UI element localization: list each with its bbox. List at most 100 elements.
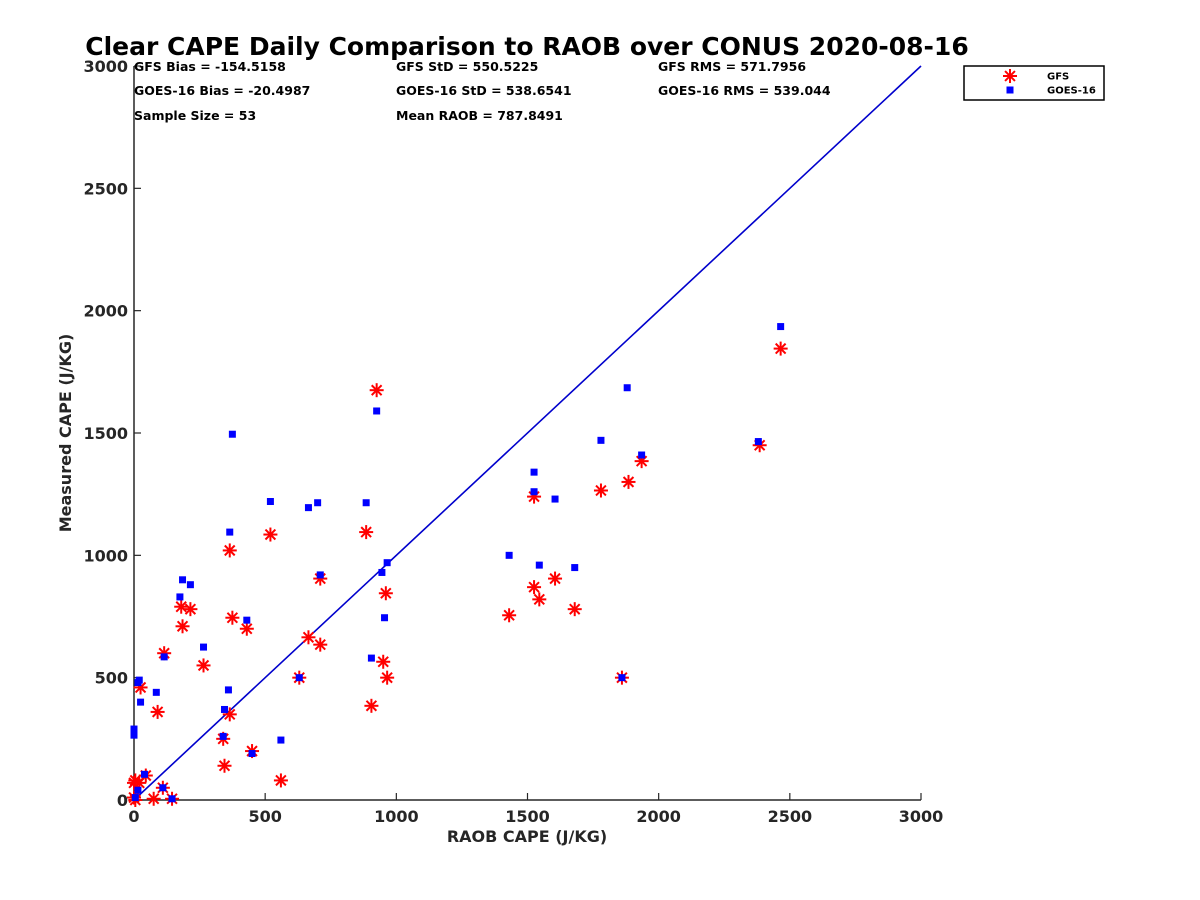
x-ticks: 0 500 1000 1500 2000 2500 3000 [128,793,943,826]
goes16-point [186,581,194,589]
stat-text: GFS Bias = -154.5158 [134,59,286,74]
stat-text: Mean RAOB = 787.8491 [396,108,563,123]
gfs-point [376,654,391,669]
gfs-point [222,543,237,558]
goes16-point [505,551,513,559]
stat-text: GOES-16 Bias = -20.4987 [134,83,310,98]
gfs-point [183,602,198,617]
goes16-point [316,571,324,579]
stat-text: GFS StD = 550.5225 [396,59,538,74]
goes16-point [535,561,543,569]
gfs-point [175,619,190,634]
gfs-point [502,608,517,623]
x-tick-label: 1500 [505,807,550,826]
goes16-point [623,384,631,392]
goes16-point [530,468,538,476]
goes16-point [176,593,184,601]
goes16-point [381,614,389,622]
y-tick-label: 500 [95,669,128,688]
goes16-point [597,436,605,444]
goes16-point [277,736,285,744]
gfs-point [217,758,232,773]
legend-gfs-marker [1003,69,1017,83]
goes16-point [131,794,139,802]
data-series [127,323,788,807]
goes16-point [638,451,646,459]
legend-label: GOES-16 [1047,86,1096,97]
y-tick-label: 1000 [83,546,128,565]
gfs-point [150,704,165,719]
gfs-point [527,580,542,595]
gfs-point [532,592,547,607]
x-tick-label: 3000 [899,807,944,826]
reference-line [133,65,922,801]
y-tick-label: 3000 [83,57,128,76]
goes16-point [221,705,229,713]
goes16-point [367,654,375,662]
statistics-panel: GFS Bias = -154.5158 GFS StD = 550.5225 GF… [134,59,831,123]
y-ticks: 0 500 1000 1500 2000 2500 3000 [83,57,141,810]
x-axis-label: RAOB CAPE (J/KG) [447,827,607,846]
gfs-point [225,610,240,625]
goes16-point [777,323,785,331]
gfs-point [593,483,608,498]
legend-label: GFS [1047,72,1069,83]
goes16-point [248,750,256,758]
gfs-point [263,527,278,542]
goes16-point [383,559,391,567]
gfs-point [378,586,393,601]
goes16-point [200,643,208,651]
gfs-point [621,474,636,489]
goes16-point [130,725,138,733]
goes16-point [137,698,145,706]
goes16-point [130,731,138,739]
goes16-point [226,528,234,536]
gfs-point [359,525,374,540]
legend-goes16-marker [1006,86,1014,94]
goes16-point [304,504,312,512]
gfs-point [239,621,254,636]
goes16-point [571,564,579,572]
goes16-point [179,576,187,584]
gfs-point [380,670,395,685]
gfs-point [313,637,328,652]
y-tick-label: 1500 [83,424,128,443]
gfs-point [773,341,788,356]
y-tick-label: 2500 [83,179,128,198]
goes16-point [362,499,370,507]
stat-text: GFS RMS = 571.7956 [658,59,806,74]
goes16-point [160,653,168,661]
legend: GFS GOES-16 [963,65,1105,101]
goes16-point [140,770,148,778]
goes16-point [378,568,386,576]
goes16-point [618,674,626,682]
goes16-point [266,498,274,506]
goes16-point [224,686,232,694]
goes16-point [373,407,381,415]
gfs-point [369,383,384,398]
x-tick-label: 0 [128,807,139,826]
goes16-point [159,784,167,792]
goes16-point [754,438,762,446]
goes16-point [168,795,176,803]
goes16-point [243,616,251,624]
gfs-point [174,599,189,614]
goes16-point [314,499,322,507]
x-tick-label: 1000 [374,807,419,826]
x-tick-label: 2500 [768,807,813,826]
goes16-point [135,676,143,684]
goes16-point [152,688,160,696]
x-tick-label: 500 [248,807,281,826]
legend-box [963,65,1105,101]
stat-text: GOES-16 RMS = 539.044 [658,83,831,98]
gfs-point [567,602,582,617]
one-to-one-line [133,65,922,801]
gfs-point [273,773,288,788]
goes16-point [228,430,236,438]
gfs-point [196,658,211,673]
goes16-point [134,786,142,794]
gfs-point [301,630,316,645]
gfs-point [146,791,161,806]
goes16-point [530,488,538,496]
